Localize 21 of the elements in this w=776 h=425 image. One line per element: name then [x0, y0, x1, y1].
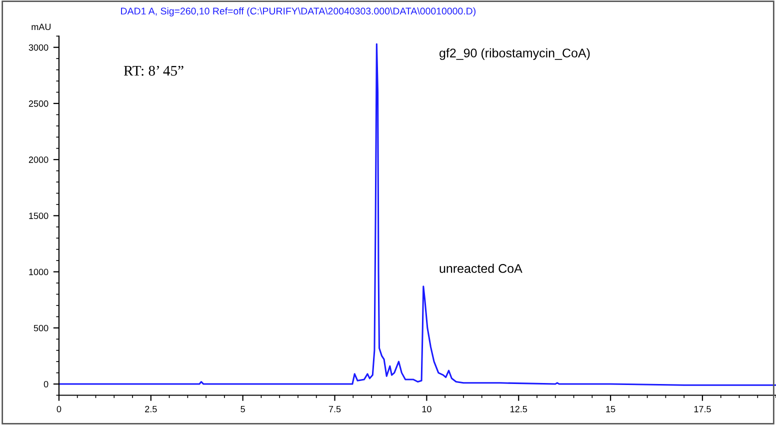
y-tick-label: 2500: [28, 100, 48, 107]
x-tick-label: 15: [606, 406, 616, 412]
y-tick-label: 1500: [29, 212, 48, 220]
annotation: gf2_90 (ribostamycin_CoA): [440, 48, 590, 60]
y-tick-label: 2000: [28, 156, 48, 163]
annotation: RT: 8’ 45”: [124, 66, 184, 76]
x-tick-label: 2.5: [145, 406, 157, 412]
line-series: [58, 43, 776, 386]
x-tick-label: 5: [240, 406, 245, 412]
x-tick-label: 7.5: [328, 406, 341, 412]
x-tick-label: 10: [422, 406, 432, 412]
chart-title: DAD1 A, Sig=260,10 Ref=off (C:\PURIFY\DATA\20040303.000\DATA\00010000.D): [121, 7, 476, 16]
y-tick-label: 1000: [29, 268, 48, 276]
y-tick-label: 500: [34, 324, 48, 332]
x-tick-label: 17.5: [694, 406, 711, 412]
annotation: unreacted CoA: [440, 264, 522, 273]
x-tick-label: 12.5: [510, 406, 528, 412]
x-tick-label: 0: [56, 406, 62, 412]
y-axis-title: mAU: [32, 24, 51, 30]
y-tick-label: 0: [44, 380, 48, 388]
y-tick-label: 3000: [28, 44, 48, 51]
